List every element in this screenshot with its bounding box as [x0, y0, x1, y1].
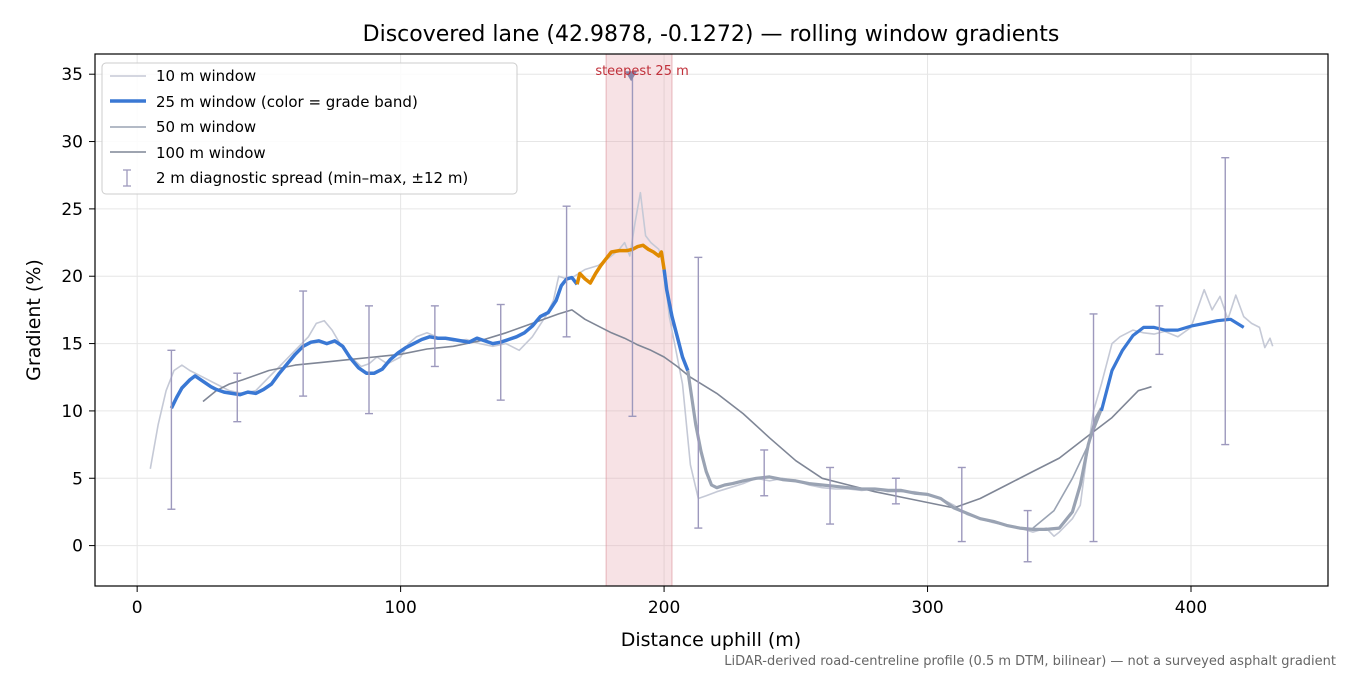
x-tick-label: 0	[132, 598, 143, 618]
footnote: LiDAR-derived road-centreline profile (0…	[724, 654, 1336, 669]
errorbar	[233, 372, 242, 423]
diagnostic-spread-errorbars	[167, 73, 1230, 563]
chart-title: Discovered lane (42.9878, -0.1272) — rol…	[363, 22, 1060, 47]
y-tick-label: 25	[61, 200, 83, 220]
legend-label-10m: 10 m window	[156, 67, 256, 85]
errorbar	[365, 305, 373, 415]
errorbar	[299, 290, 308, 397]
grid-lines	[95, 54, 1328, 586]
y-axis-label: Gradient (%)	[23, 259, 45, 381]
y-axis-ticks: 0 5 10 15 20 25 30 35	[61, 65, 95, 557]
errorbar	[1089, 313, 1098, 543]
x-tick-label: 400	[1175, 598, 1207, 618]
series-25m-line	[169, 275, 579, 409]
series-layer	[149, 191, 1274, 537]
y-tick-label: 30	[61, 133, 83, 153]
legend: 10 m window 25 m window (color = grade b…	[101, 62, 518, 195]
errorbar	[826, 466, 835, 525]
x-tick-label: 200	[648, 598, 680, 618]
steepest-label: steepest 25 m	[595, 64, 688, 79]
errorbar	[1023, 509, 1032, 563]
plot-frame	[94, 53, 1329, 587]
y-tick-label: 10	[61, 402, 83, 422]
errorbar	[1221, 157, 1230, 446]
errorbar	[562, 205, 571, 338]
legend-label-errorbar: 2 m diagnostic spread (min–max, ±12 m)	[156, 169, 468, 187]
x-axis-ticks: 0 100 200 300 400	[132, 586, 1207, 618]
legend-label-100m: 100 m window	[156, 144, 266, 162]
legend-label-50m: 50 m window	[156, 118, 256, 136]
errorbar	[1155, 305, 1164, 356]
legend-swatch-errorbar	[123, 169, 131, 187]
x-tick-label: 100	[384, 598, 416, 618]
legend-label-25m: 25 m window (color = grade band)	[156, 93, 418, 111]
series-25m-tail-line	[662, 269, 690, 372]
errorbar	[496, 303, 505, 401]
y-tick-label: 15	[61, 335, 83, 355]
errorbar	[430, 305, 439, 368]
series-25m-steep-band-line	[575, 243, 666, 285]
x-axis-label: Distance uphill (m)	[621, 629, 801, 651]
errorbar	[957, 466, 966, 543]
y-tick-label: 5	[72, 469, 83, 489]
series-25m-low-grade-line	[686, 370, 1103, 531]
y-tick-label: 20	[61, 267, 83, 287]
errorbar	[891, 477, 900, 505]
legend-box	[101, 62, 518, 195]
y-tick-label: 35	[61, 65, 83, 85]
steepest-marker	[625, 71, 638, 82]
x-tick-label: 300	[911, 598, 943, 618]
steepest-window-band	[605, 53, 673, 587]
errorbar	[694, 256, 703, 529]
y-tick-label: 0	[72, 537, 83, 557]
errorbar	[167, 349, 176, 510]
errorbar	[760, 449, 769, 497]
series-25m-right-line	[1099, 317, 1245, 412]
